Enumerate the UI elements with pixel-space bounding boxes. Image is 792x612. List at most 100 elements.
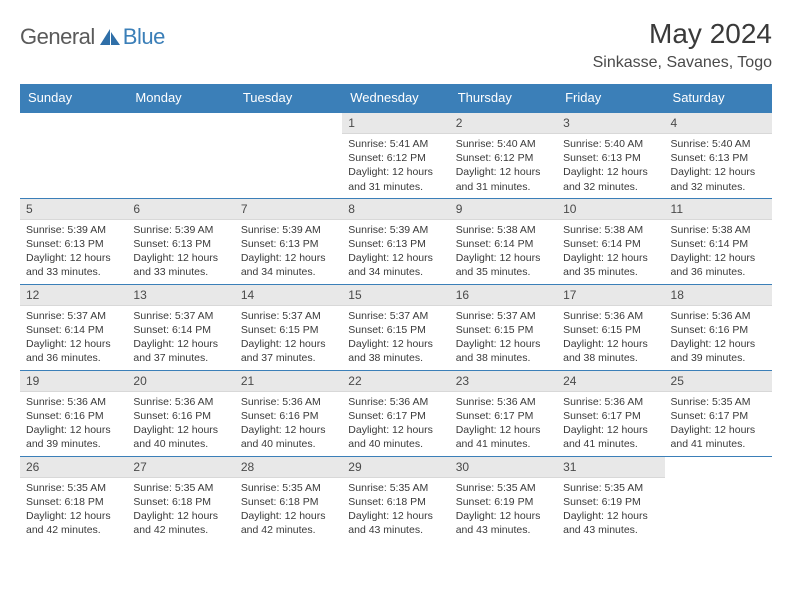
calendar-cell: 29Sunrise: 5:35 AMSunset: 6:18 PMDayligh…: [342, 456, 449, 542]
calendar-week: 26 Sunrise: 5:35 AMSunset: 6:18 PMDayligh…: [20, 456, 772, 542]
calendar-cell: 23Sunrise: 5:36 AMSunset: 6:17 PMDayligh…: [450, 370, 557, 456]
day-details: Sunrise: 5:35 AMSunset: 6:17 PMDaylight:…: [665, 392, 772, 456]
calendar-cell: 27Sunrise: 5:35 AMSunset: 6:18 PMDayligh…: [127, 456, 234, 542]
calendar-body: ......1Sunrise: 5:41 AMSunset: 6:12 PMDa…: [20, 112, 772, 542]
day-number: 30: [450, 457, 557, 478]
page-header: General Blue May 2024 Sinkasse, Savanes,…: [20, 18, 772, 72]
day-header: Saturday: [665, 84, 772, 112]
calendar-cell: 3Sunrise: 5:40 AMSunset: 6:13 PMDaylight…: [557, 112, 664, 198]
calendar-table: SundayMondayTuesdayWednesdayThursdayFrid…: [20, 84, 772, 542]
day-number: 23: [450, 371, 557, 392]
day-details: Sunrise: 5:38 AMSunset: 6:14 PMDaylight:…: [450, 220, 557, 284]
day-number: 5: [20, 199, 127, 220]
calendar-cell: 8Sunrise: 5:39 AMSunset: 6:13 PMDaylight…: [342, 198, 449, 284]
calendar-cell: 13Sunrise: 5:37 AMSunset: 6:14 PMDayligh…: [127, 284, 234, 370]
day-details: Sunrise: 5:37 AMSunset: 6:15 PMDaylight:…: [342, 306, 449, 370]
day-header: Thursday: [450, 84, 557, 112]
calendar-week: 19Sunrise: 5:36 AMSunset: 6:16 PMDayligh…: [20, 370, 772, 456]
day-details: Sunrise: 5:36 AMSunset: 6:17 PMDaylight:…: [342, 392, 449, 456]
calendar-cell: 30Sunrise: 5:35 AMSunset: 6:19 PMDayligh…: [450, 456, 557, 542]
day-number: 24: [557, 371, 664, 392]
day-header: Friday: [557, 84, 664, 112]
day-number: 6: [127, 199, 234, 220]
day-number: 26: [20, 457, 127, 478]
day-details: Sunrise: 5:38 AMSunset: 6:14 PMDaylight:…: [557, 220, 664, 284]
calendar-cell: 25Sunrise: 5:35 AMSunset: 6:17 PMDayligh…: [665, 370, 772, 456]
day-number: 17: [557, 285, 664, 306]
day-number: 19: [20, 371, 127, 392]
day-details: Sunrise: 5:35 AMSunset: 6:19 PMDaylight:…: [557, 478, 664, 542]
calendar-cell: 28Sunrise: 5:35 AMSunset: 6:18 PMDayligh…: [235, 456, 342, 542]
day-details: Sunrise: 5:37 AMSunset: 6:14 PMDaylight:…: [20, 306, 127, 370]
day-details: Sunrise: 5:38 AMSunset: 6:14 PMDaylight:…: [665, 220, 772, 284]
calendar-cell: 14Sunrise: 5:37 AMSunset: 6:15 PMDayligh…: [235, 284, 342, 370]
calendar-cell: 15Sunrise: 5:37 AMSunset: 6:15 PMDayligh…: [342, 284, 449, 370]
day-number: 4: [665, 113, 772, 134]
calendar-cell: ..: [127, 112, 234, 198]
logo-text-blue: Blue: [123, 24, 165, 50]
day-header: Tuesday: [235, 84, 342, 112]
day-number: 21: [235, 371, 342, 392]
calendar-cell: ..: [665, 456, 772, 542]
day-details: Sunrise: 5:37 AMSunset: 6:15 PMDaylight:…: [450, 306, 557, 370]
day-details: Sunrise: 5:36 AMSunset: 6:16 PMDaylight:…: [665, 306, 772, 370]
day-number: 10: [557, 199, 664, 220]
day-number: 9: [450, 199, 557, 220]
day-number: 20: [127, 371, 234, 392]
day-details: Sunrise: 5:39 AMSunset: 6:13 PMDaylight:…: [20, 220, 127, 284]
day-number: 7: [235, 199, 342, 220]
calendar-week: 5Sunrise: 5:39 AMSunset: 6:13 PMDaylight…: [20, 198, 772, 284]
day-number: 28: [235, 457, 342, 478]
calendar-cell: 11Sunrise: 5:38 AMSunset: 6:14 PMDayligh…: [665, 198, 772, 284]
day-details: Sunrise: 5:36 AMSunset: 6:16 PMDaylight:…: [127, 392, 234, 456]
calendar-cell: 24Sunrise: 5:36 AMSunset: 6:17 PMDayligh…: [557, 370, 664, 456]
day-details: Sunrise: 5:37 AMSunset: 6:14 PMDaylight:…: [127, 306, 234, 370]
day-details: Sunrise: 5:39 AMSunset: 6:13 PMDaylight:…: [127, 220, 234, 284]
day-number: 25: [665, 371, 772, 392]
calendar-cell: 7Sunrise: 5:39 AMSunset: 6:13 PMDaylight…: [235, 198, 342, 284]
day-details: Sunrise: 5:39 AMSunset: 6:13 PMDaylight:…: [342, 220, 449, 284]
calendar-cell: 2Sunrise: 5:40 AMSunset: 6:12 PMDaylight…: [450, 112, 557, 198]
calendar-cell: 16Sunrise: 5:37 AMSunset: 6:15 PMDayligh…: [450, 284, 557, 370]
day-details: Sunrise: 5:40 AMSunset: 6:13 PMDaylight:…: [665, 134, 772, 198]
day-number: 16: [450, 285, 557, 306]
calendar-cell: 10Sunrise: 5:38 AMSunset: 6:14 PMDayligh…: [557, 198, 664, 284]
day-details: Sunrise: 5:36 AMSunset: 6:16 PMDaylight:…: [235, 392, 342, 456]
day-number: 13: [127, 285, 234, 306]
calendar-cell: ..: [235, 112, 342, 198]
day-number: 2: [450, 113, 557, 134]
calendar-cell: 18Sunrise: 5:36 AMSunset: 6:16 PMDayligh…: [665, 284, 772, 370]
day-number: 14: [235, 285, 342, 306]
day-details: Sunrise: 5:35 AMSunset: 6:18 PMDaylight:…: [235, 478, 342, 542]
calendar-cell: ..: [20, 112, 127, 198]
calendar-cell: 6Sunrise: 5:39 AMSunset: 6:13 PMDaylight…: [127, 198, 234, 284]
logo: General Blue: [20, 18, 165, 50]
calendar-cell: 17Sunrise: 5:36 AMSunset: 6:15 PMDayligh…: [557, 284, 664, 370]
calendar-cell: 31Sunrise: 5:35 AMSunset: 6:19 PMDayligh…: [557, 456, 664, 542]
day-details: Sunrise: 5:35 AMSunset: 6:19 PMDaylight:…: [450, 478, 557, 542]
day-details: Sunrise: 5:37 AMSunset: 6:15 PMDaylight:…: [235, 306, 342, 370]
calendar-cell: 4Sunrise: 5:40 AMSunset: 6:13 PMDaylight…: [665, 112, 772, 198]
calendar-cell: 21Sunrise: 5:36 AMSunset: 6:16 PMDayligh…: [235, 370, 342, 456]
day-details: Sunrise: 5:39 AMSunset: 6:13 PMDaylight:…: [235, 220, 342, 284]
location: Sinkasse, Savanes, Togo: [593, 54, 772, 72]
calendar-cell: 9Sunrise: 5:38 AMSunset: 6:14 PMDaylight…: [450, 198, 557, 284]
day-details: Sunrise: 5:36 AMSunset: 6:15 PMDaylight:…: [557, 306, 664, 370]
day-number: 31: [557, 457, 664, 478]
day-number: 12: [20, 285, 127, 306]
day-header: Wednesday: [342, 84, 449, 112]
calendar-cell: 19Sunrise: 5:36 AMSunset: 6:16 PMDayligh…: [20, 370, 127, 456]
title-block: May 2024 Sinkasse, Savanes, Togo: [593, 18, 772, 72]
calendar-cell: 20Sunrise: 5:36 AMSunset: 6:16 PMDayligh…: [127, 370, 234, 456]
day-number: 27: [127, 457, 234, 478]
month-title: May 2024: [593, 18, 772, 50]
day-details: Sunrise: 5:40 AMSunset: 6:13 PMDaylight:…: [557, 134, 664, 198]
day-details: Sunrise: 5:36 AMSunset: 6:17 PMDaylight:…: [450, 392, 557, 456]
calendar-cell: 22Sunrise: 5:36 AMSunset: 6:17 PMDayligh…: [342, 370, 449, 456]
day-number: 8: [342, 199, 449, 220]
day-details: Sunrise: 5:40 AMSunset: 6:12 PMDaylight:…: [450, 134, 557, 198]
calendar-head: SundayMondayTuesdayWednesdayThursdayFrid…: [20, 84, 772, 112]
calendar-week: 12Sunrise: 5:37 AMSunset: 6:14 PMDayligh…: [20, 284, 772, 370]
logo-sail-icon: [99, 28, 121, 46]
calendar-cell: 26Sunrise: 5:35 AMSunset: 6:18 PMDayligh…: [20, 456, 127, 542]
